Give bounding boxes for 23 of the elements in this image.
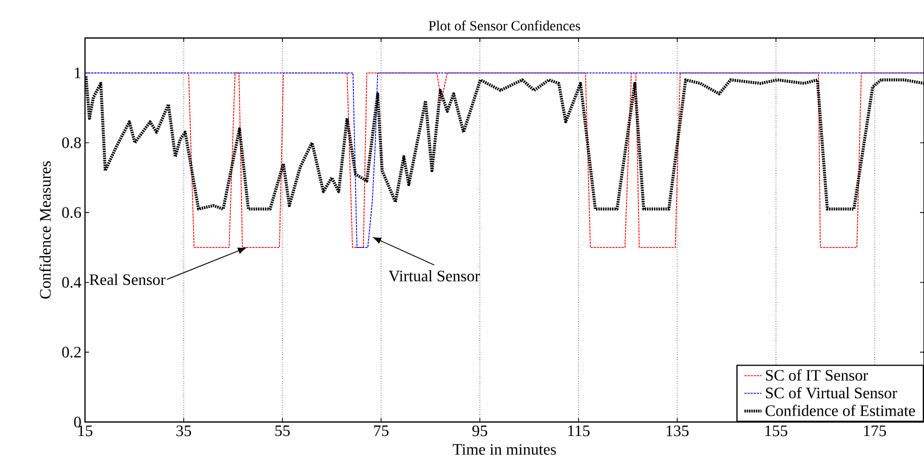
y-tick-label: 0.4 [62, 276, 82, 288]
y-tick-label: 0.6 [62, 207, 82, 218]
x-tick-label: 95 [472, 426, 488, 436]
x-tick-label: 75 [374, 426, 388, 436]
x-tick-label: 135 [666, 426, 689, 436]
y-axis-title: Confidence Measures [39, 161, 51, 299]
x-tick-label: 115 [568, 426, 590, 436]
annotation: Virtual Sensor [388, 270, 480, 282]
annotation: Real Sensor [90, 274, 166, 286]
legend-label: Confidence of Estimate [766, 404, 915, 416]
x-tick-label: 35 [176, 426, 192, 436]
x-tick-label: 155 [765, 426, 788, 436]
x-tick-label: 15 [78, 426, 92, 436]
x-tick-label: 175 [864, 426, 886, 436]
y-tick-label: 0 [74, 416, 81, 428]
legend-label: SC of IT Sensor [766, 369, 868, 381]
y-tick-label: 0.8 [62, 137, 81, 148]
y-tick-label: 0.2 [62, 346, 81, 358]
x-axis-title: Time in minutes [452, 444, 556, 455]
x-tick-label: 55 [275, 426, 290, 436]
y-tick-label: 1 [74, 68, 81, 78]
chart-title: Plot of Sensor Confidences [428, 20, 580, 30]
legend-label: SC of Virtual Sensor [766, 387, 898, 398]
